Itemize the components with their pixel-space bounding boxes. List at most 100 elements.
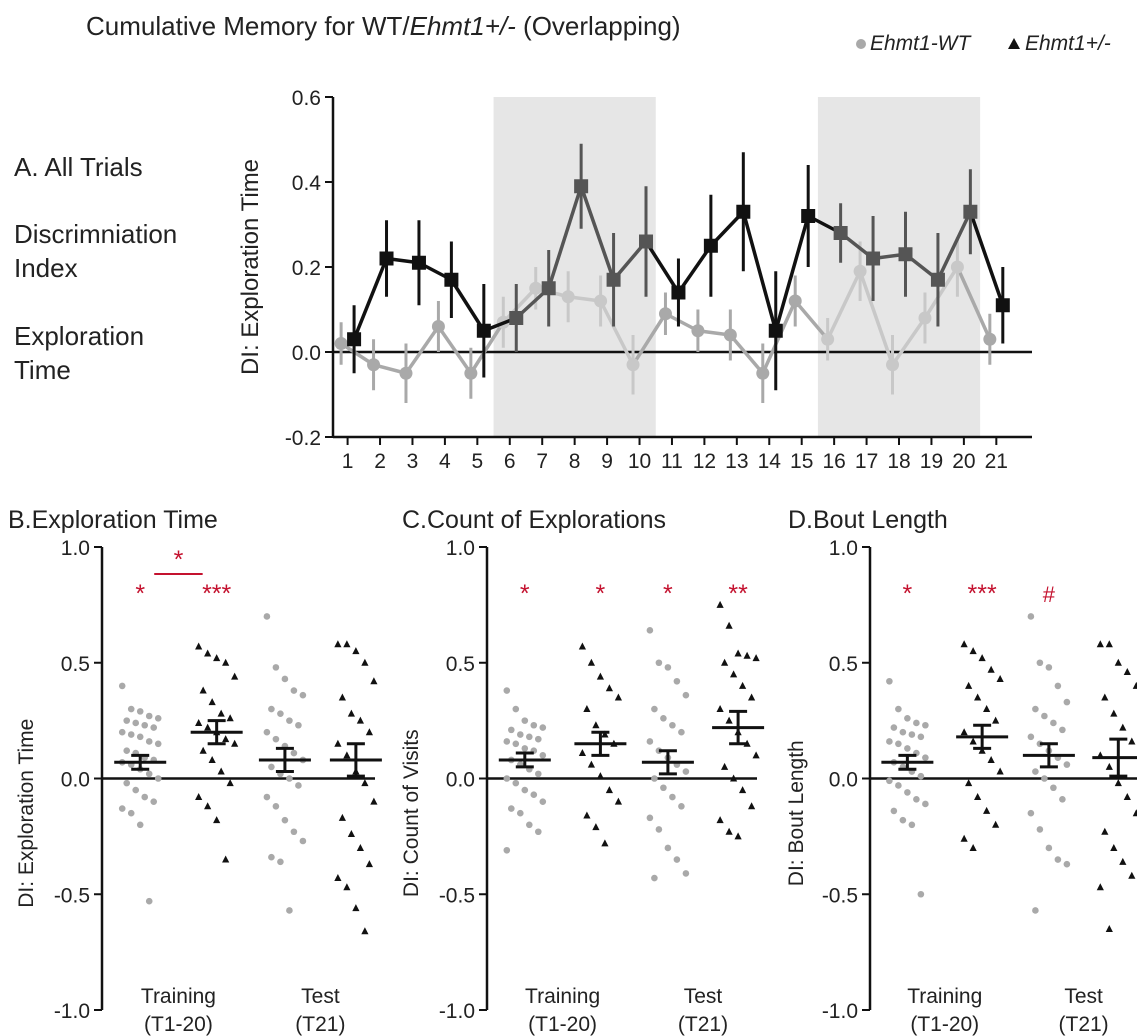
data-point [895,740,902,748]
data-point [1054,682,1062,690]
legend-wt-label: Ehmt1-WT [870,32,973,55]
data-point [1027,809,1035,817]
y-tick-label: 0.2 [292,257,321,280]
data-point [596,672,604,680]
data-point [996,674,1004,682]
wt-point [431,320,445,333]
wt-point [691,324,705,338]
data-point [983,806,991,814]
data-point [213,816,221,824]
data-point [150,724,158,731]
data-point [1050,719,1057,727]
y-tick-label: 0.0 [446,769,475,792]
het-point [736,204,751,219]
het-line-segment [644,240,680,294]
data-point [361,927,369,935]
data-point [716,816,724,824]
y-tick-label: -1.0 [54,1000,90,1023]
panel-b-title: B.Exploration Time [8,506,218,534]
data-point [960,640,968,648]
data-point [127,809,135,817]
data-point [673,677,681,685]
het-line-segment [352,257,389,340]
data-point [725,827,733,835]
data-point [290,749,298,757]
data-point [583,811,591,819]
het-point [930,272,945,287]
data-point [263,613,271,620]
data-point [651,874,658,882]
x-tick-label: 19 [920,450,943,473]
het-point [801,209,816,223]
wt-point [950,260,964,274]
wt-point [399,366,413,380]
data-point [960,834,968,842]
y-tick-label: -0.5 [54,884,90,907]
data-point [521,786,529,794]
data-point [646,814,654,822]
wt-line-segment [891,317,927,366]
data-point [969,647,977,655]
wt-point [723,328,737,342]
data-point [141,721,149,729]
data-point [601,730,609,738]
data-point [646,627,654,634]
data-point [208,755,216,763]
data-point [669,721,676,729]
data-point [895,705,902,713]
data-point [145,738,153,745]
data-point [503,687,511,694]
data-point [1054,856,1062,863]
x-tick-label: 14 [758,450,782,473]
data-point [118,805,126,812]
x-tick-label: 3 [407,450,419,473]
het-point [639,234,654,249]
data-point [992,716,1000,724]
data-point [1059,796,1066,803]
data-point [917,772,925,780]
data-point [978,746,986,754]
x-tick-label: 11 [661,450,683,473]
data-point [1128,871,1136,879]
x-tick-label: 17 [855,450,878,473]
data-point [277,858,284,866]
data-point [118,682,126,690]
data-point [352,647,360,655]
y-tick-label: 1.0 [446,537,475,560]
data-point [592,823,600,831]
panel-c-scatter: C.Count of Explorations DI: Count of Vis… [400,506,765,1036]
data-point [996,767,1004,775]
data-point [922,754,929,761]
data-point [1119,723,1127,731]
data-point [286,717,293,724]
y-tick-label: 1.0 [61,537,90,560]
het-point [768,323,783,338]
x-tick-label: 1 [342,450,354,473]
data-point [1123,793,1131,801]
data-point [895,782,902,789]
bracket-significance: * [174,546,184,574]
significance-marker: * [596,580,606,608]
data-point [268,763,275,771]
data-point [739,786,747,794]
data-point [136,821,144,829]
data-point [503,738,511,745]
het-point [444,272,459,287]
data-point [343,883,351,891]
wt-line-segment [631,312,667,366]
data-point [521,717,529,724]
wt-point [821,332,835,346]
data-point [132,786,140,794]
data-point [1101,827,1109,835]
panel-a-shaded-regions [493,97,981,437]
data-point [721,762,729,770]
data-point [1059,726,1066,734]
wt-point [334,337,348,350]
category-label: Training (T1-20) [907,985,982,1036]
het-point [606,272,621,287]
category-label: Test (T21) [1059,985,1109,1036]
data-point [222,658,230,666]
data-point [123,779,131,787]
data-point [145,770,153,778]
wt-line-segment [923,266,959,319]
